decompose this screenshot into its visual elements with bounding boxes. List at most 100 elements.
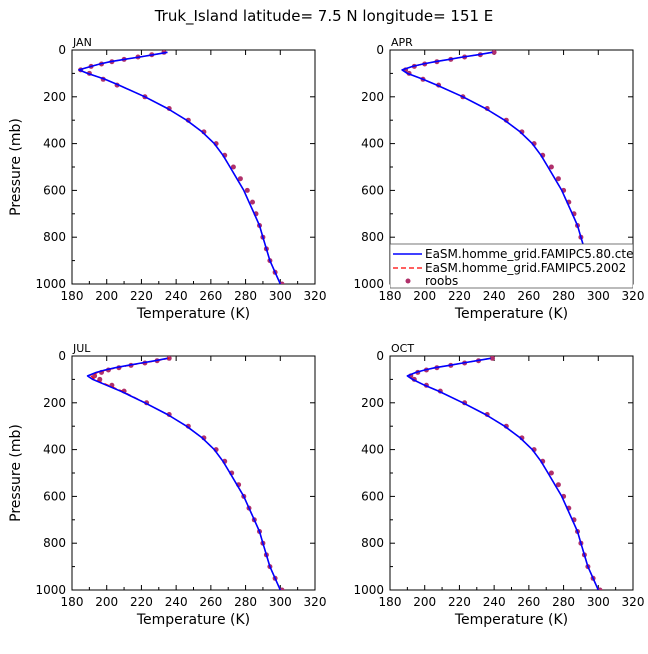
series-line (406, 357, 600, 590)
series-line (86, 357, 282, 590)
series-model-1 (78, 51, 282, 284)
y-tick-label: 1000 (353, 277, 384, 291)
y-tick-label: 600 (43, 183, 66, 197)
legend-label: roobs (425, 274, 458, 288)
x-tick-label: 220 (130, 595, 153, 609)
x-tick-label: 280 (552, 595, 575, 609)
x-tick-label: 200 (413, 289, 436, 303)
x-tick-label: 180 (61, 595, 84, 609)
y-tick-label: 0 (58, 349, 66, 363)
data-point (548, 164, 554, 170)
data-point (244, 187, 250, 193)
data-point (230, 164, 236, 170)
x-tick-label: 240 (483, 595, 506, 609)
x-tick-label: 240 (165, 289, 188, 303)
panel-title: JUL (72, 342, 91, 355)
x-tick-label: 300 (587, 595, 610, 609)
y-axis-label: Pressure (mb) (8, 424, 24, 522)
x-axis-label: Temperature (K) (136, 306, 250, 322)
x-tick-label: 260 (517, 595, 540, 609)
y-tick-label: 400 (43, 443, 66, 457)
y-tick-label: 800 (361, 230, 384, 244)
x-tick-label: 260 (199, 595, 222, 609)
panel-title: JAN (72, 36, 92, 49)
panel-jan: JAN 180 200 220 240 260 280 300 320 0 200 400 600 800… (8, 36, 326, 322)
data-point (555, 482, 561, 488)
x-tick-label: 300 (269, 289, 292, 303)
series-model-1 (86, 357, 282, 590)
series-model-2 (90, 357, 281, 590)
panel-jul: JUL 180 200 220 240 260 280 300 320 0 200 400 600 800… (8, 342, 326, 628)
legend-label: EaSM.homme_grid.FAMIPC5.80.cte (425, 247, 633, 261)
panel-title: APR (391, 36, 413, 49)
y-tick-label: 200 (43, 90, 66, 104)
y-tick-label: 200 (361, 90, 384, 104)
x-tick-label: 320 (304, 595, 327, 609)
y-tick-label: 600 (361, 489, 384, 503)
y-tick-label: 200 (361, 396, 384, 410)
data-point (555, 176, 561, 182)
x-tick-label: 180 (379, 595, 402, 609)
series-line (401, 51, 600, 284)
data-point (237, 176, 243, 182)
series-model-1 (401, 51, 600, 284)
x-tick-label: 300 (269, 595, 292, 609)
series-roobs (78, 50, 285, 284)
series-model-1 (406, 357, 600, 590)
x-tick-label: 180 (379, 289, 402, 303)
x-tick-label: 320 (622, 289, 645, 303)
x-axis-label: Temperature (K) (136, 612, 250, 628)
legend-swatch-dot (405, 278, 411, 284)
x-tick-label: 320 (622, 595, 645, 609)
y-tick-label: 800 (43, 230, 66, 244)
x-tick-label: 300 (587, 289, 610, 303)
data-point (491, 50, 497, 55)
y-tick-label: 400 (361, 137, 384, 151)
x-axis-label: Temperature (K) (454, 306, 568, 322)
legend-label: EaSM.homme_grid.FAMIPC5.2002 (425, 261, 626, 275)
figure-title: Truk_Island latitude= 7.5 N longitude= 1… (154, 7, 494, 26)
x-tick-label: 260 (517, 289, 540, 303)
y-tick-label: 800 (361, 536, 384, 550)
data-point (92, 373, 98, 379)
plot-frame (71, 355, 316, 591)
x-tick-label: 280 (234, 595, 257, 609)
x-tick-label: 220 (130, 289, 153, 303)
x-tick-label: 320 (304, 289, 327, 303)
y-tick-label: 600 (43, 489, 66, 503)
x-tick-label: 260 (199, 289, 222, 303)
y-tick-label: 200 (43, 396, 66, 410)
legend: EaSM.homme_grid.FAMIPC5.80.cteEaSM.homme… (390, 243, 633, 289)
plot-frame (389, 355, 634, 591)
y-tick-label: 0 (58, 43, 66, 57)
plot-frame (71, 49, 316, 285)
data-point (548, 470, 554, 476)
data-point (250, 199, 255, 205)
y-tick-label: 400 (43, 137, 66, 151)
x-tick-label: 280 (552, 289, 575, 303)
y-tick-label: 0 (376, 43, 384, 57)
panel-apr: APR 180 200 220 240 260 280 300 320 0 200 400 600 800… (353, 36, 644, 322)
series-model-2 (78, 51, 281, 284)
panel-title: OCT (391, 342, 414, 355)
legend-body: EaSM.homme_grid.FAMIPC5.80.cteEaSM.homme… (390, 243, 633, 289)
y-tick-label: 600 (361, 183, 384, 197)
data-point (489, 356, 495, 361)
x-axis-label: Temperature (K) (454, 612, 568, 628)
x-tick-label: 240 (165, 595, 188, 609)
series-line (406, 357, 599, 590)
y-tick-label: 1000 (35, 277, 66, 291)
x-tick-label: 200 (95, 595, 118, 609)
y-tick-label: 400 (361, 443, 384, 457)
series-line (78, 51, 281, 284)
x-tick-label: 240 (483, 289, 506, 303)
x-tick-label: 200 (95, 289, 118, 303)
series-line (90, 357, 281, 590)
y-tick-label: 0 (376, 349, 384, 363)
y-tick-label: 800 (43, 536, 66, 550)
x-tick-label: 220 (448, 289, 471, 303)
series-line (78, 51, 282, 284)
panel-oct: OCT 180 200 220 240 260 280 300 320 0 200 400 600 800… (353, 342, 644, 628)
